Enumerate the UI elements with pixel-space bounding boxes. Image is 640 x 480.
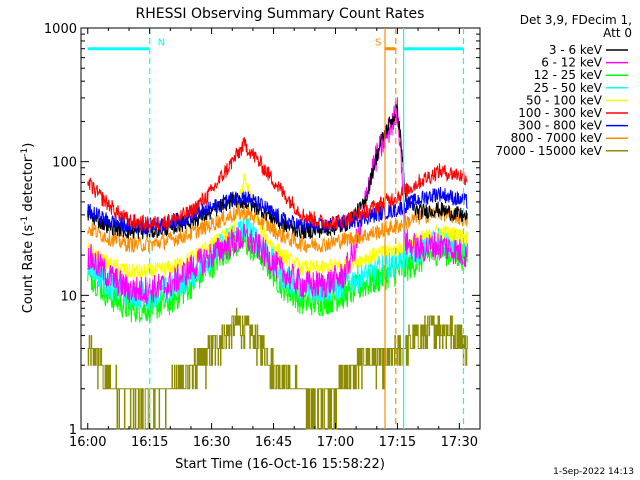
legend-label: 25 - 50 keV — [534, 81, 603, 95]
plot-frame — [80, 27, 481, 430]
y-tick-label: 10 — [60, 289, 77, 304]
legend-label: 7000 - 15000 keV — [495, 144, 602, 158]
x-tick-label: 16:15 — [131, 435, 168, 450]
chart-title: RHESSI Observing Summary Count Rates — [136, 6, 425, 22]
y-axis-label: Count Rate (s-1 detector-1) — [20, 143, 36, 314]
legend-label: 300 - 800 keV — [518, 119, 602, 133]
night-bar-label: N — [158, 38, 165, 49]
saa-bar-label: S — [375, 38, 381, 49]
series-line-7000-to-15000kev — [87, 307, 468, 430]
y-axis-label-main: Count Rate (s — [21, 225, 36, 314]
y-tick-label: 1000 — [44, 22, 77, 37]
x-tick-label: 16:45 — [255, 435, 292, 450]
legend-label: 100 - 300 keV — [518, 106, 602, 120]
plot-area: N S 16:00 16:15 16:30 16:45 17:00 17:15 17:30 1 10… — [44, 22, 481, 450]
legend-header-line1: Det 3,9, FDecim 1, — [520, 13, 632, 27]
legend-header-line2: Att 0 — [603, 26, 632, 40]
legend-label: 12 - 25 keV — [534, 68, 603, 82]
y-axis-label-mid: detector — [21, 156, 36, 216]
x-tick-label: 17:15 — [379, 435, 416, 450]
series-line-3-to-6kev — [87, 104, 468, 240]
legend-label: 50 - 100 keV — [526, 93, 603, 107]
x-tick-label: 16:30 — [193, 435, 230, 450]
x-tick-label: 17:00 — [317, 435, 354, 450]
y-axis-label-exp2: -1 — [20, 148, 30, 157]
x-tick-label: 17:30 — [441, 435, 478, 450]
legend-label: 3 - 6 keV — [549, 43, 603, 57]
y-axis-label-exp1: -1 — [20, 216, 30, 225]
y-axis-label-end: ) — [21, 143, 36, 148]
legend-label: 6 - 12 keV — [541, 56, 603, 70]
footer-timestamp: 1-Sep-2022 14:13 — [553, 467, 634, 477]
x-axis-label: Start Time (16-Oct-16 15:58:22) — [175, 457, 385, 472]
y-tick-label: 100 — [52, 156, 77, 171]
y-tick-label: 1 — [69, 423, 77, 438]
x-tick-label: 16:00 — [69, 435, 106, 450]
legend-label: 800 - 7000 keV — [511, 131, 603, 145]
